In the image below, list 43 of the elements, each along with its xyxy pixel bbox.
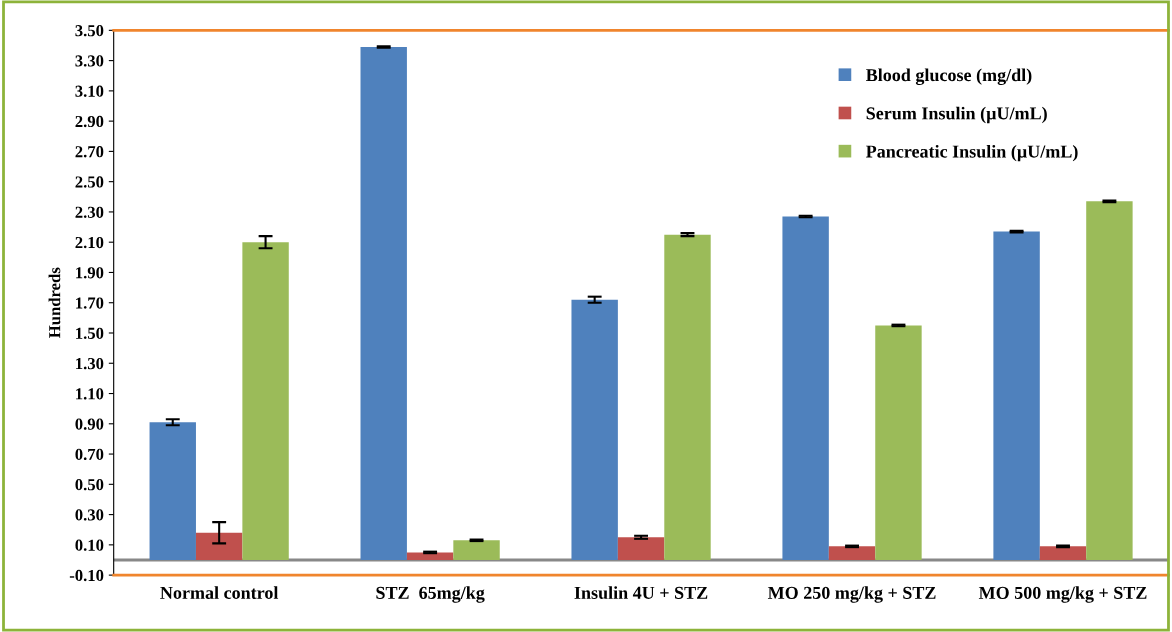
bar — [453, 540, 500, 560]
y-tick-label: 2.70 — [75, 146, 104, 158]
legend-label: Serum Insulin (µU/mL) — [866, 106, 1047, 124]
x-tick-label: MO 250 mg/kg + STZ — [767, 586, 936, 603]
bar — [1086, 201, 1133, 560]
y-tick-label: 0.10 — [75, 539, 104, 551]
bar — [1039, 546, 1087, 560]
legend-label: Blood glucose (mg/dl) — [866, 68, 1032, 85]
bar — [406, 552, 454, 560]
bar — [875, 325, 922, 560]
y-tick-label: 1.90 — [76, 267, 104, 279]
bar — [195, 532, 243, 560]
y-tick-label: 2.10 — [75, 236, 104, 249]
bar — [242, 242, 289, 560]
y-tick-label: 3.10 — [75, 85, 104, 97]
y-tick-label: 2.50 — [75, 176, 104, 188]
y-tick-label: 0.30 — [75, 509, 104, 521]
bar — [828, 546, 876, 560]
y-tick-label: -0.10 — [69, 569, 104, 582]
x-tick-label: STZ 65mg/kg — [376, 586, 485, 603]
y-tick-label: 1.50 — [76, 327, 104, 340]
x-tick-label: MO 500 mg/kg + STZ — [978, 586, 1147, 603]
bar — [993, 231, 1040, 560]
bar — [664, 234, 711, 560]
y-axis-title: Hundreds — [48, 267, 61, 338]
y-tick-label: 1.30 — [76, 357, 104, 370]
y-tick-label: 0.50 — [75, 479, 104, 491]
bar — [617, 537, 665, 560]
y-tick-label: 3.30 — [75, 55, 104, 67]
bar — [149, 422, 196, 560]
y-tick-label: 0.90 — [75, 418, 104, 430]
bar — [782, 216, 829, 560]
y-tick-label: 0.70 — [75, 448, 104, 461]
x-tick-label: Insulin 4U + STZ — [574, 586, 708, 599]
bar — [571, 299, 618, 560]
y-tick-label: 3.50 — [75, 25, 104, 37]
y-tick-label: 1.10 — [76, 388, 104, 400]
legend-label: Pancreatic Insulin (µU/mL) — [866, 144, 1078, 162]
bar — [360, 46, 407, 560]
y-tick-label: 2.30 — [75, 206, 104, 218]
y-tick-label: 2.90 — [75, 115, 104, 128]
y-tick-label: 1.70 — [76, 297, 104, 309]
x-tick-label: Normal control — [160, 586, 279, 599]
